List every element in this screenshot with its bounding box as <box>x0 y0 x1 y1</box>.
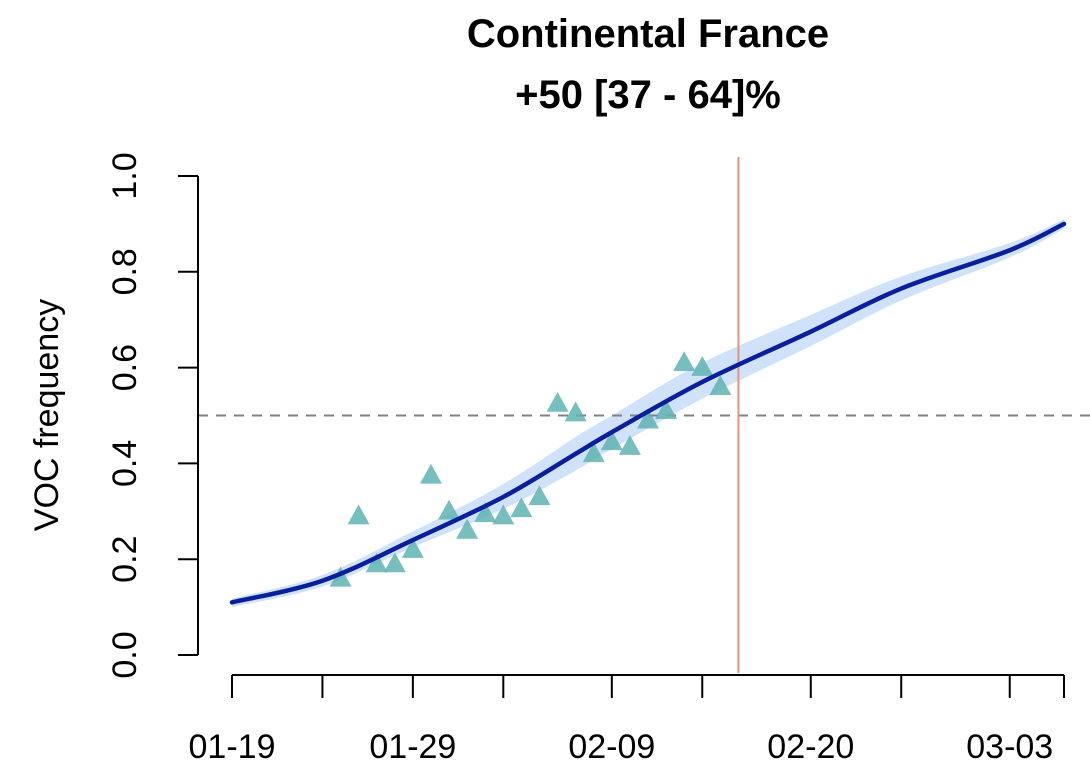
x-tick-label: 01-29 <box>369 728 456 763</box>
y-tick-label: 1.0 <box>106 152 144 199</box>
observation-point <box>474 502 497 522</box>
x-tick-label: 02-20 <box>767 728 854 763</box>
observation-point <box>419 463 442 484</box>
chart-subtitle: +50 [37 - 64]% <box>515 73 781 117</box>
observation-point <box>582 442 605 463</box>
y-axis: 0.0 0.2 0.4 0.6 0.8 1.0 <box>106 152 199 679</box>
observation-point <box>673 351 696 372</box>
x-axis: 01-19 01-29 02-09 02-20 03-03 <box>189 674 1065 763</box>
observation-point <box>510 497 533 518</box>
fit-line <box>229 221 1067 605</box>
y-tick-label: 0.6 <box>106 344 144 391</box>
y-tick-label: 0.2 <box>106 536 144 583</box>
y-axis-label: VOC frequency <box>28 299 66 531</box>
observation-point <box>438 499 461 520</box>
y-tick-label: 0.0 <box>106 631 144 678</box>
y-tick-label: 0.8 <box>106 248 144 295</box>
observation-point <box>618 435 641 455</box>
observation-point <box>564 401 587 422</box>
observation-point <box>401 538 424 558</box>
chart-title: Continental France <box>467 12 829 56</box>
x-tick-label: 03-03 <box>966 728 1053 763</box>
observation-point <box>365 552 388 573</box>
x-tick-label: 01-19 <box>189 728 276 763</box>
observation-point <box>655 399 678 419</box>
observation-point <box>709 375 732 396</box>
observation-point <box>492 504 515 525</box>
observation-point <box>347 504 370 525</box>
observation-point <box>600 430 623 451</box>
observation-point <box>456 518 479 539</box>
observation-point <box>329 566 352 587</box>
y-tick-label: 0.4 <box>106 440 144 487</box>
observation-point <box>637 408 659 429</box>
observation-point <box>383 552 406 573</box>
observation-point <box>691 356 714 376</box>
observation-point <box>528 485 551 506</box>
observation-point <box>546 391 569 412</box>
x-tick-label: 02-09 <box>568 728 655 763</box>
plot-area <box>198 157 1090 673</box>
